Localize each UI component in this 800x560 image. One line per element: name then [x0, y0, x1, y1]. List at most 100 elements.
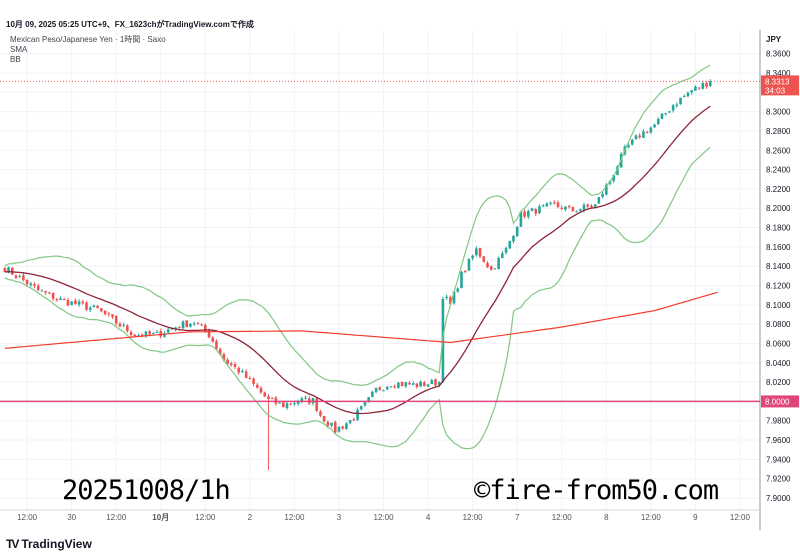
candle-body: [319, 411, 322, 416]
candle-body: [326, 421, 330, 426]
chart-legend: Mexican Peso/Japanese Yen · 1時間 · Saxo S…: [10, 35, 166, 65]
candle-body: [404, 382, 408, 387]
candle-body: [638, 135, 642, 138]
candle-body: [612, 175, 616, 181]
candle-body: [77, 301, 81, 305]
watermark-date: 20251008/1h: [62, 475, 231, 506]
candle-body: [311, 397, 315, 404]
candle-body: [523, 211, 526, 217]
candle-body: [70, 301, 73, 306]
candle-body: [244, 371, 248, 379]
candle-body: [430, 380, 434, 385]
candle-body: [7, 267, 10, 273]
candle-body: [708, 81, 712, 87]
price-tick-label: 7.9000: [766, 494, 791, 503]
candle-body: [226, 359, 229, 364]
candle-body: [293, 402, 296, 404]
price-chart[interactable]: 7.9000 7.9200 7.9400 7.9600 7.9800 8.0200 8.04…: [0, 30, 800, 530]
price-tick-label: 7.9600: [766, 436, 791, 445]
time-tick-label: 3: [337, 513, 342, 522]
candle-body: [241, 370, 244, 372]
candle-body: [352, 419, 356, 421]
candle-body: [59, 298, 62, 301]
price-tick-label: 8.3400: [766, 69, 791, 78]
candle-body: [534, 209, 538, 214]
bb-basis-line: [4, 105, 711, 415]
candle-body: [111, 314, 114, 317]
candle-body: [653, 124, 656, 128]
candle-body: [211, 337, 215, 342]
candle-body: [359, 406, 363, 410]
time-tick-label: 12:00: [730, 513, 751, 522]
candle-body: [579, 209, 582, 211]
candle-body: [118, 323, 122, 327]
bar-countdown: 34:03: [765, 86, 786, 95]
candle-body: [408, 382, 411, 385]
candle-body: [40, 290, 44, 292]
candle-body: [289, 403, 293, 405]
candle-body: [660, 113, 664, 119]
legend-symbol[interactable]: Mexican Peso/Japanese Yen · 1時間 · Saxo: [10, 35, 166, 44]
horizontal-line-label-bg: [761, 395, 799, 408]
currency-label: JPY: [766, 35, 782, 44]
candle-body: [460, 271, 463, 288]
candle-body: [263, 392, 267, 397]
legend-sma[interactable]: SMA: [10, 45, 28, 54]
horizontal-line-label: 8.0000: [765, 397, 790, 406]
candle-body: [456, 288, 460, 292]
candle-body: [467, 258, 471, 271]
candle-body: [512, 235, 515, 242]
candle-body: [159, 331, 163, 337]
price-tick-label: 8.0600: [766, 339, 791, 348]
candle-body: [374, 387, 378, 393]
candle-body: [519, 211, 523, 227]
price-tick-label: 8.3000: [766, 108, 791, 117]
candle-body: [645, 132, 649, 134]
candle-body: [285, 403, 289, 408]
candle-body: [586, 204, 590, 207]
candle-body: [593, 204, 597, 207]
candle-body: [556, 202, 560, 207]
candle-body: [415, 383, 419, 388]
candle-body: [616, 166, 619, 175]
last-price-label-bg: [761, 75, 799, 96]
candle-body: [463, 270, 467, 272]
candle-body: [103, 310, 107, 315]
candle-body: [478, 248, 482, 257]
candle-body: [571, 206, 575, 211]
candle-body: [389, 386, 393, 388]
bb-upper-line: [4, 64, 711, 386]
candle-body: [192, 323, 196, 325]
candle-body: [107, 313, 111, 315]
candle-body: [664, 113, 667, 115]
candle-body: [668, 111, 671, 113]
candle-body: [248, 377, 252, 379]
candle-body: [315, 398, 318, 411]
candle-body: [701, 83, 705, 89]
time-tick-label: 9: [693, 513, 698, 522]
candle-body: [174, 327, 177, 330]
price-tick-label: 8.1200: [766, 282, 791, 291]
candle-body: [423, 382, 426, 387]
candle-body: [62, 299, 66, 301]
price-tick-label: 8.0200: [766, 378, 791, 387]
candle-body: [705, 82, 708, 87]
legend-bb[interactable]: BB: [10, 55, 21, 64]
candle-body: [259, 387, 263, 393]
candle-body: [66, 300, 70, 306]
candle-body: [382, 390, 385, 392]
candle-body: [200, 324, 203, 326]
candle-body: [51, 292, 55, 299]
candle-body: [482, 256, 486, 263]
candle-body: [114, 315, 118, 324]
candle-body: [300, 398, 304, 403]
candle-body: [367, 397, 370, 403]
candle-body: [215, 341, 218, 349]
candle-body: [81, 301, 85, 304]
candle-body: [656, 118, 660, 125]
tradingview-logo[interactable]: TV TradingView: [6, 537, 92, 551]
time-tick-label: 7: [515, 513, 520, 522]
candle-body: [322, 416, 326, 422]
candle-body: [679, 97, 682, 105]
candle-body: [426, 384, 430, 387]
